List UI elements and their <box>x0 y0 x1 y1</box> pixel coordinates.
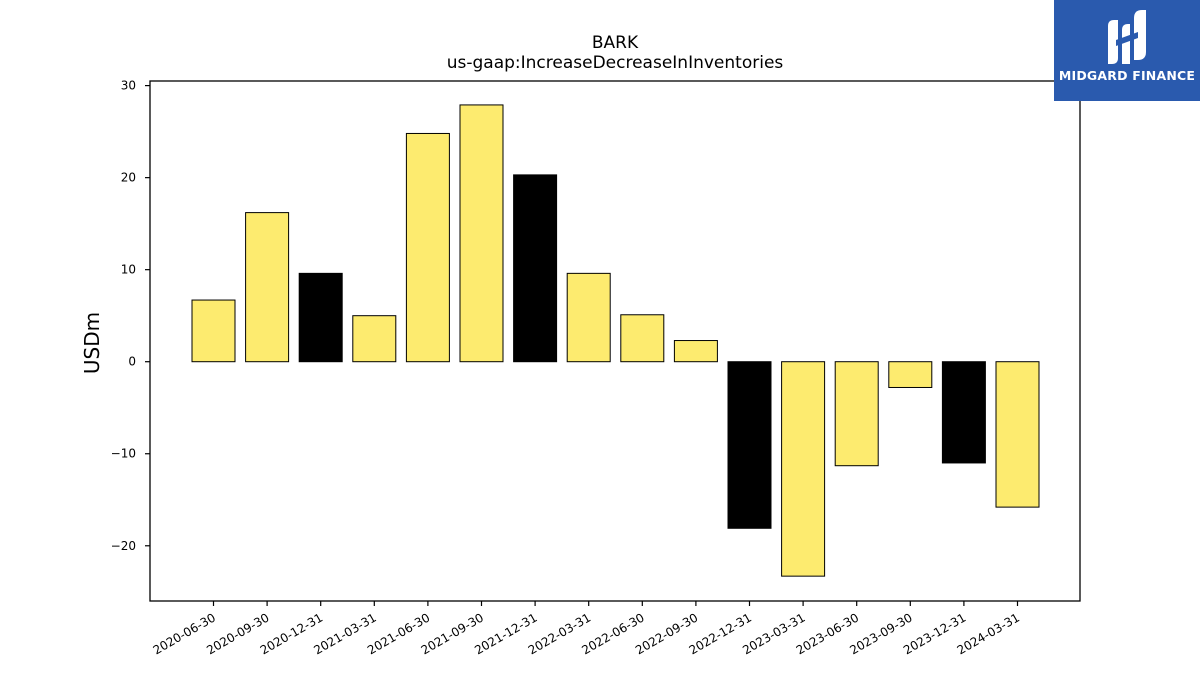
y-tick-label: 10 <box>121 263 136 277</box>
bar <box>566 272 611 363</box>
bar <box>405 132 450 363</box>
y-tick-label: 20 <box>121 171 136 185</box>
bars-layer <box>191 104 1040 577</box>
plot-frame <box>149 80 1081 602</box>
y-tick-label: −10 <box>111 447 136 461</box>
midgard-finance-logo: MIDGARD FINANCE <box>1054 0 1200 101</box>
bar <box>352 315 397 363</box>
bar <box>513 174 558 363</box>
bar <box>727 361 772 529</box>
y-tick-label: 0 <box>128 355 136 369</box>
y-axis-label: USDm <box>80 312 104 374</box>
bar <box>620 314 665 363</box>
y-tick-label: 30 <box>121 79 136 93</box>
bar <box>459 104 504 363</box>
bar <box>191 299 236 363</box>
x-axis: 2020-06-302020-09-302020-12-312021-03-31… <box>151 601 1022 657</box>
chart-title: BARK <box>592 33 639 53</box>
bar <box>245 212 290 363</box>
chart-subtitle: us-gaap:IncreaseDecreaseInInventories <box>447 53 784 73</box>
bar <box>673 340 718 363</box>
y-tick-label: −20 <box>111 539 136 553</box>
bar <box>995 361 1040 508</box>
bar <box>298 272 343 363</box>
bar <box>888 361 933 388</box>
y-axis: −20 −10 0 10 20 30 <box>111 79 150 553</box>
bar <box>781 361 826 577</box>
logo-mark-icon <box>1108 10 1146 64</box>
bar <box>834 361 879 467</box>
logo-text: MIDGARD FINANCE <box>1058 68 1196 83</box>
bar <box>941 361 986 464</box>
